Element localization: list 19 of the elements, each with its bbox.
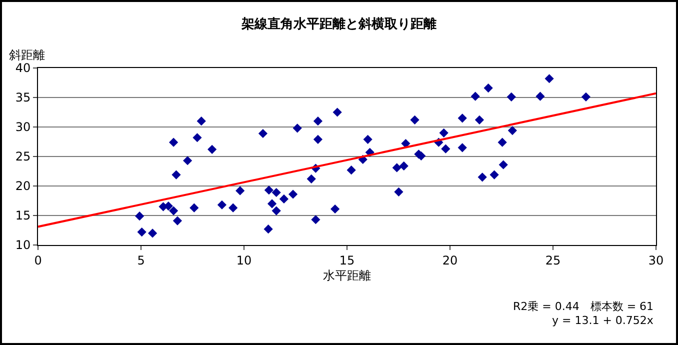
x-tick-label: 20: [442, 253, 458, 268]
x-tick-label: 30: [648, 253, 664, 268]
text: y = 13.1 + 0.752x: [552, 314, 654, 327]
y-tick-label: 10: [15, 238, 31, 252]
y-tick-label: 15: [15, 208, 31, 223]
y-tick-label: 40: [15, 61, 31, 76]
x-tick-label: 0: [34, 253, 42, 268]
x-tick-label: 5: [137, 253, 145, 268]
text: R2乗 = 0.44 標本数 = 61: [513, 300, 654, 313]
y-tick-label: 35: [15, 90, 31, 105]
x-axis-title: 水平距離: [323, 268, 371, 282]
y-tick-label: 25: [15, 150, 31, 164]
y-tick-label: 20: [15, 179, 31, 194]
x-tick-label: 15: [339, 253, 355, 268]
chart-title: 架線直角水平距離と斜横取り距離: [240, 16, 436, 32]
x-tick-label: 10: [236, 253, 252, 268]
x-tick-label: 25: [545, 253, 561, 268]
y-tick-label: 30: [15, 120, 31, 134]
y-axis-title: 斜距離: [9, 48, 45, 62]
